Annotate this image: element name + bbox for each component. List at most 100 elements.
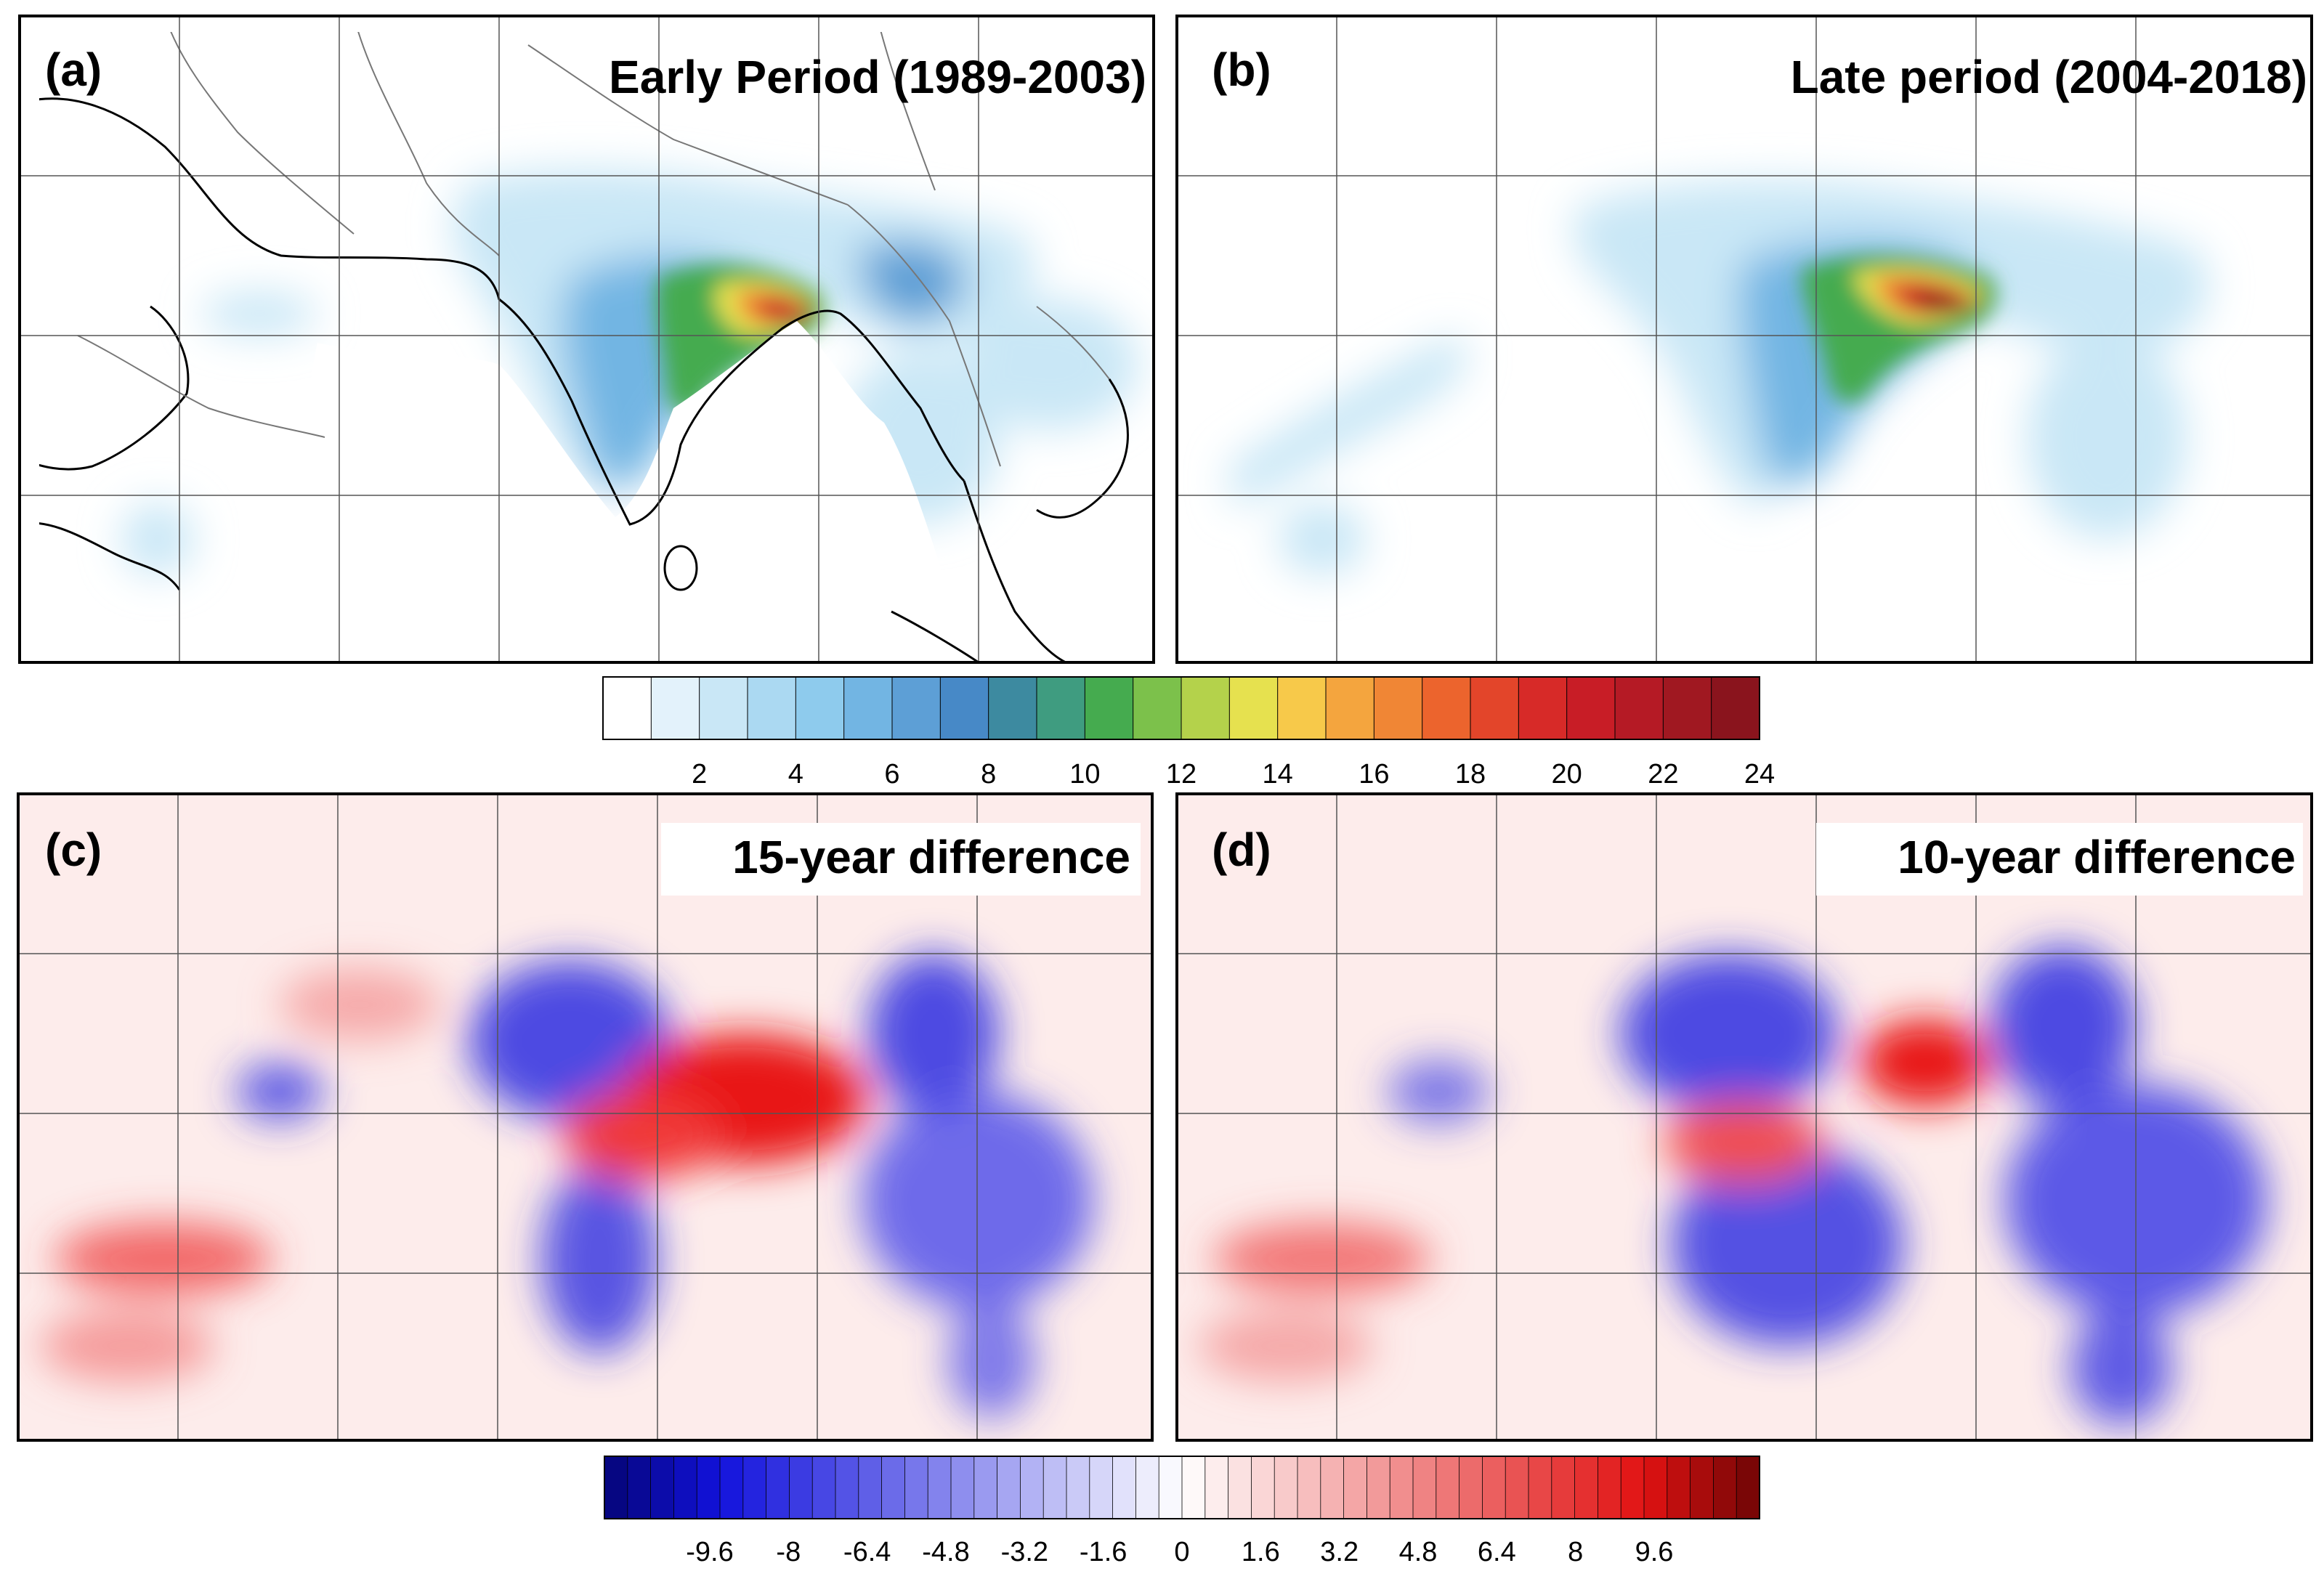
colorbar-diff-cell xyxy=(1020,1456,1045,1519)
colorbar-diff-tick-label: 3.2 xyxy=(1320,1537,1359,1567)
colorbar-diff-cell xyxy=(1528,1456,1552,1519)
colorbar-mean-cell xyxy=(1518,676,1568,740)
colorbar-mean-tick-label: 20 xyxy=(1552,759,1582,790)
colorbar-diff-cell xyxy=(881,1456,906,1519)
colorbar-diff-cell xyxy=(1459,1456,1483,1519)
panel-frame-b xyxy=(1175,15,2313,664)
borders-a xyxy=(77,32,1110,467)
colorbar-diff-cell xyxy=(1251,1456,1276,1519)
panel-label-c: (c) xyxy=(45,824,102,876)
colorbar-diff-cell xyxy=(1643,1456,1668,1519)
colorbar-diff-cell xyxy=(1690,1456,1714,1519)
colorbar-diff-tick-label: 9.6 xyxy=(1635,1537,1674,1567)
colorbar-diff-tick-label: 4.8 xyxy=(1399,1537,1438,1567)
colorbar-mean: 2 4 6 8 10 12 14 16 18 20 22 24 xyxy=(602,676,1775,790)
colorbar-mean-tick-label: 16 xyxy=(1359,759,1389,790)
colorbar-diff-cell xyxy=(1204,1456,1229,1519)
colorbar-mean-cell xyxy=(1277,676,1327,740)
panel-title-d: 10-year difference xyxy=(1898,831,2296,883)
colorbar-diff-cell xyxy=(1297,1456,1321,1519)
gridlines-a xyxy=(20,16,1154,662)
colorbar-diff-tick-label: 0 xyxy=(1174,1537,1189,1567)
colorbar-diff-cell xyxy=(1412,1456,1437,1519)
colorbar-diff-cell xyxy=(1112,1456,1137,1519)
colorbar-mean-cell xyxy=(988,676,1037,740)
panel-label-d: (d) xyxy=(1212,824,1271,876)
colorbar-diff-tick-label: 1.6 xyxy=(1242,1537,1280,1567)
colorbar-diff-cell xyxy=(1274,1456,1298,1519)
colorbar-diff-cell xyxy=(1181,1456,1206,1519)
colorbar-diff-cell xyxy=(650,1456,675,1519)
colorbar-mean-cell xyxy=(1181,676,1231,740)
title-backdrop-d xyxy=(1816,823,2303,896)
colorbar-mean-cell xyxy=(1470,676,1520,740)
colorbar-diff-cell xyxy=(673,1456,698,1519)
panel-label-a: (a) xyxy=(45,44,102,96)
colorbar-diff-cell xyxy=(1389,1456,1414,1519)
colorbar-mean-cell xyxy=(602,676,652,740)
panel-early-period: (a) Early Period (1989-2003) xyxy=(18,15,1155,664)
colorbar-mean-cell xyxy=(1662,676,1712,740)
colorbar-diff-cell xyxy=(1551,1456,1576,1519)
colorbar-diff-cell xyxy=(1482,1456,1507,1519)
colorbar-diff-cell xyxy=(766,1456,790,1519)
colorbar-diff-cell xyxy=(789,1456,814,1519)
panel-10-year-difference: (d) 10-year difference xyxy=(1175,792,2313,1442)
colorbar-diff-cell xyxy=(1089,1456,1114,1519)
gridlines-c xyxy=(18,794,1152,1440)
colorbar-mean-cell xyxy=(1373,676,1423,740)
colorbar-diff-cell xyxy=(1228,1456,1252,1519)
colorbar-diff-cell xyxy=(1066,1456,1090,1519)
colorbar-diff-cell xyxy=(604,1456,628,1519)
colorbar-diff-tick-label: -8 xyxy=(776,1537,801,1567)
colorbar-diff-cell xyxy=(1712,1456,1738,1519)
colorbar-mean-cell xyxy=(1711,676,1761,740)
ocean-mask-a xyxy=(296,321,950,662)
colorbar-difference: -9.6 -8 -6.4 -4.8 -3.2 -1.6 0 1.6 3.2 4.8 6.4 8 9.6 xyxy=(604,1456,1760,1567)
colorbar-mean-tick-label: 8 xyxy=(981,759,996,790)
colorbar-diff-cell xyxy=(1367,1456,1391,1519)
panel-15-year-difference: (c) 15-year difference xyxy=(17,792,1154,1442)
colorbar-diff-cell xyxy=(858,1456,883,1519)
colorbar-diff-tick-label: -4.8 xyxy=(922,1537,969,1567)
colorbar-diff-cell xyxy=(1135,1456,1160,1519)
colorbar-diff-cell xyxy=(1574,1456,1599,1519)
colorbar-mean-cell xyxy=(1084,676,1134,740)
colorbar-diff-cell xyxy=(1620,1456,1645,1519)
colorbar-diff-cell xyxy=(1667,1456,1691,1519)
mean-field-early xyxy=(121,169,1138,575)
panel-frame-c xyxy=(17,792,1154,1442)
coastline-a xyxy=(39,97,1129,664)
colorbar-mean-cell xyxy=(939,676,989,740)
panel-frame-d xyxy=(1175,792,2313,1442)
colorbar-diff-tick-label: 8 xyxy=(1568,1537,1583,1567)
panel-label-b: (b) xyxy=(1212,44,1271,96)
colorbar-mean-tick-label: 22 xyxy=(1648,759,1678,790)
colorbar-mean-tick-label: 24 xyxy=(1744,759,1775,790)
gridlines-d xyxy=(1177,794,2312,1440)
colorbar-diff-cell xyxy=(997,1456,1021,1519)
colorbar-mean-cell xyxy=(1614,676,1664,740)
colorbar-diff-tick-label: -3.2 xyxy=(1001,1537,1048,1567)
colorbar-mean-cell xyxy=(795,676,845,740)
colorbar-mean-cell xyxy=(1325,676,1375,740)
colorbar-diff-cell xyxy=(811,1456,836,1519)
colorbar-diff-tick-label: -9.6 xyxy=(686,1537,733,1567)
colorbar-diff-cell xyxy=(950,1456,975,1519)
colorbar-diff-cell xyxy=(627,1456,652,1519)
panel-title-b: Late period (2004-2018) xyxy=(1791,51,2307,103)
colorbar-mean-cell xyxy=(699,676,749,740)
colorbar-mean-tick-label: 6 xyxy=(884,759,899,790)
colorbar-mean-tick-label: 12 xyxy=(1166,759,1197,790)
colorbar-mean-tick-label: 4 xyxy=(788,759,803,790)
colorbar-mean-cell xyxy=(1566,676,1616,740)
colorbar-diff-cell xyxy=(1158,1456,1183,1519)
colorbar-mean-cell xyxy=(1228,676,1279,740)
colorbar-diff-cell xyxy=(1736,1456,1760,1519)
colorbar-diff-tick-label: 6.4 xyxy=(1478,1537,1516,1567)
diff-field-15yr xyxy=(40,954,1093,1418)
colorbar-diff-cell xyxy=(719,1456,744,1519)
gridlines-b xyxy=(1177,16,2312,662)
